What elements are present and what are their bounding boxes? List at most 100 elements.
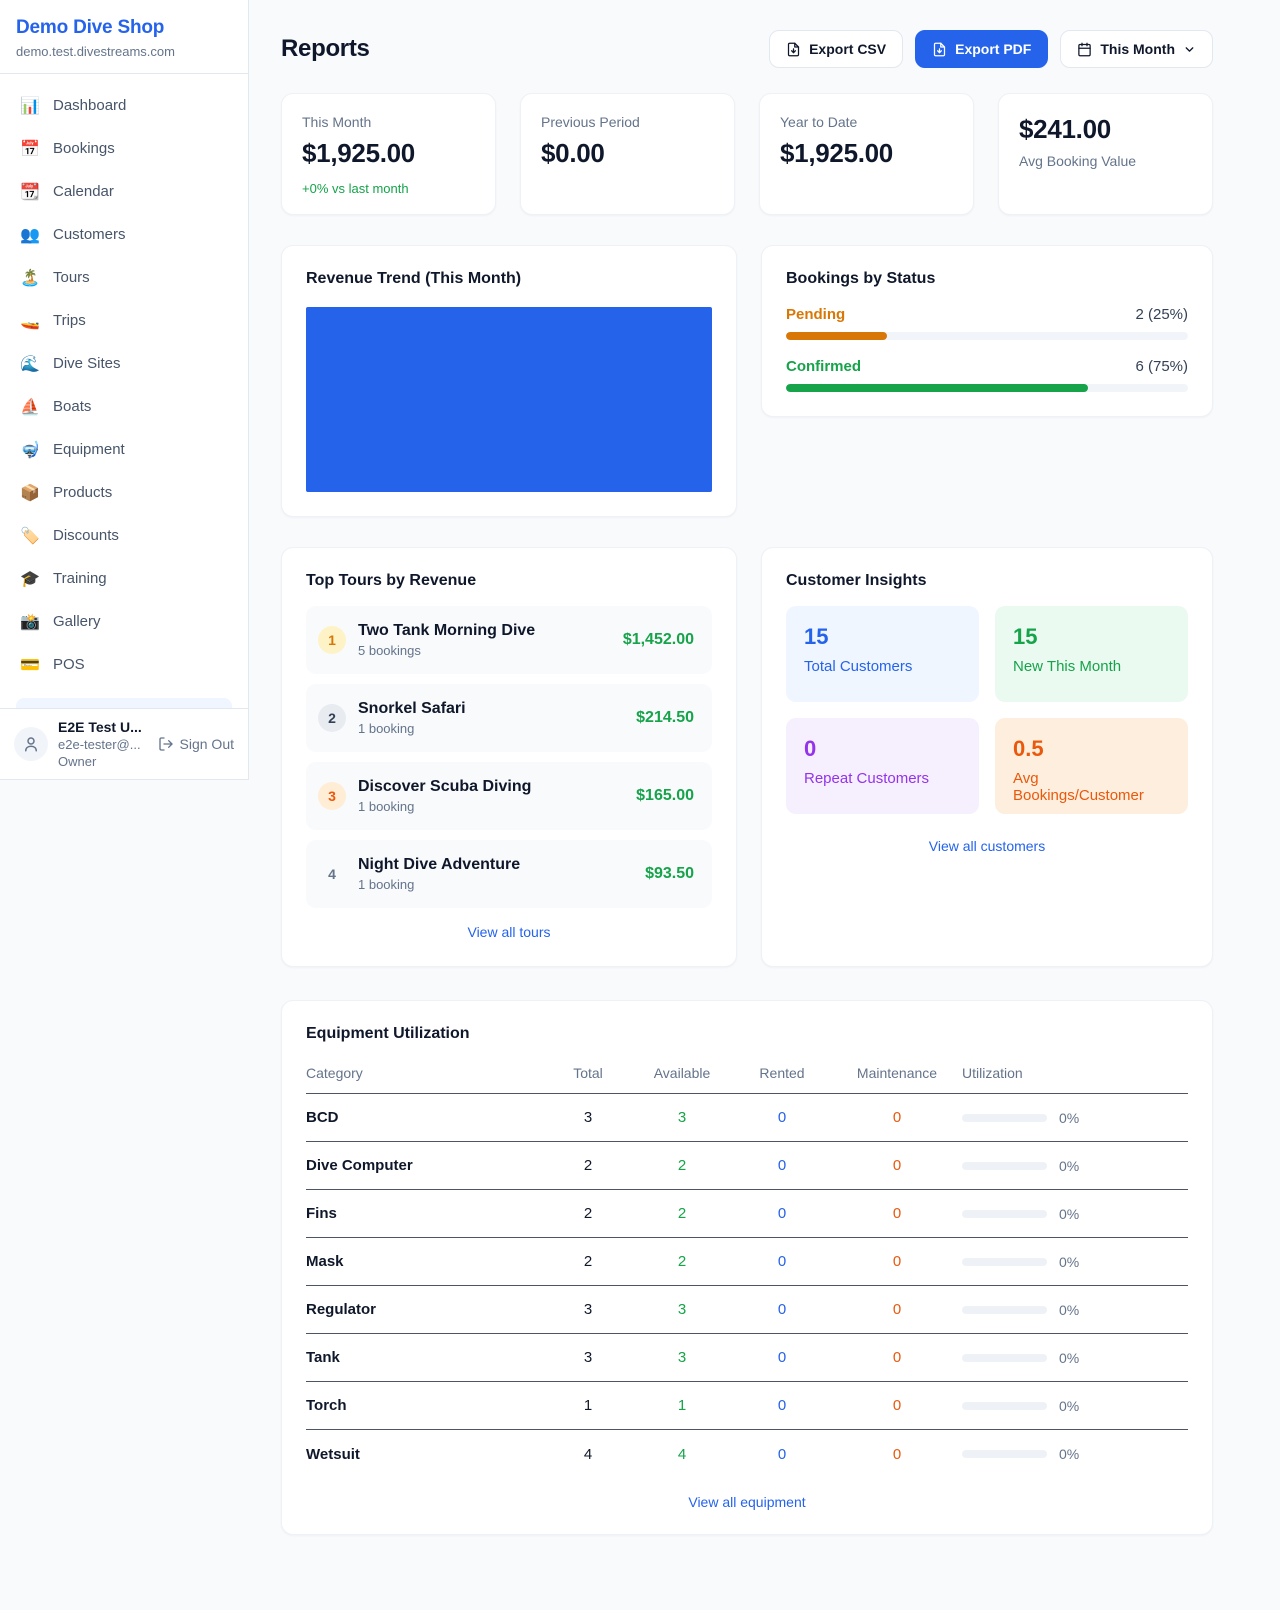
tile-label: Repeat Customers xyxy=(804,770,930,787)
chevron-down-icon xyxy=(1185,46,1194,52)
cell-maintenance: 0 xyxy=(892,1157,902,1174)
sidebar-item-boats[interactable]: ⛵ Boats xyxy=(8,385,240,428)
utilization-bar xyxy=(962,1161,1047,1170)
user-role: Owner xyxy=(58,754,97,769)
table-row: Tank 3 3 0 0 0% xyxy=(306,1334,1188,1382)
sidebar-item-reports-active[interactable] xyxy=(16,698,232,710)
export-pdf-label: Export PDF xyxy=(955,41,1032,57)
sidebar-item-training[interactable]: 🎓 Training xyxy=(8,557,240,600)
tile-label: New This Month xyxy=(1013,658,1122,675)
sidebar-item-bookings[interactable]: 📅 Bookings xyxy=(8,127,240,170)
calendar-icon xyxy=(1078,42,1092,56)
sidebar-item-label: Equipment xyxy=(53,441,125,458)
utilization-percent: 0% xyxy=(1059,1397,1080,1414)
rank-badge: 2 xyxy=(318,704,346,732)
tour-bookings: 1 booking xyxy=(358,877,415,892)
tile-value: 15 xyxy=(804,624,829,649)
export-pdf-button[interactable]: Export PDF xyxy=(915,30,1049,68)
sidebar-item-gallery[interactable]: 📸 Gallery xyxy=(8,600,240,643)
tour-row: 4 Night Dive Adventure 1 booking $93.50 xyxy=(306,840,712,908)
sidebar-item-products[interactable]: 📦 Products xyxy=(8,471,240,514)
cell-rented: 0 xyxy=(777,1349,787,1366)
sidebar-item-label: Trips xyxy=(53,312,86,329)
cell-maintenance: 0 xyxy=(892,1301,902,1318)
revenue-trend-title: Revenue Trend (This Month) xyxy=(306,270,522,287)
stat-year-to-date: Year to Date $1,925.00 xyxy=(759,93,974,215)
stat-cards: This Month $1,925.00 +0% vs last month P… xyxy=(281,93,1213,215)
utilization-percent: 0% xyxy=(1059,1349,1080,1366)
stat-label: Year to Date xyxy=(780,114,858,130)
tour-amount: $93.50 xyxy=(645,865,694,882)
tile-new-this-month: 15 New This Month xyxy=(995,606,1188,702)
tour-row: 1 Two Tank Morning Dive 5 bookings $1,45… xyxy=(306,606,712,674)
sign-out-button[interactable]: Sign Out xyxy=(158,736,234,752)
sidebar-item-label: Discounts xyxy=(53,527,119,544)
sidebar-item-label: Dive Sites xyxy=(53,355,121,372)
sidebar-item-trips[interactable]: 🚤 Trips xyxy=(8,299,240,342)
sidebar-item-equipment[interactable]: 🤿 Equipment xyxy=(8,428,240,471)
file-download-icon xyxy=(933,42,946,56)
table-row: Dive Computer 2 2 0 0 0% xyxy=(306,1142,1188,1190)
view-all-customers-link[interactable]: View all customers xyxy=(928,838,1046,854)
column-header: Rented xyxy=(759,1065,805,1081)
cell-available: 3 xyxy=(677,1109,687,1126)
page-title: Reports xyxy=(281,35,370,62)
table-row: Fins 2 2 0 0 0% xyxy=(306,1190,1188,1238)
utilization-percent: 0% xyxy=(1059,1301,1080,1318)
export-csv-button[interactable]: Export CSV xyxy=(769,30,904,68)
stat-previous-period: Previous Period $0.00 xyxy=(520,93,735,215)
stat-value: $0.00 xyxy=(541,138,605,168)
status-count: 2 (25%) xyxy=(1135,306,1188,323)
main-content: Reports Export CSV Export PDF This Month xyxy=(281,0,1213,1535)
cell-category: Tank xyxy=(306,1349,340,1366)
sidebar-item-dashboard[interactable]: 📊 Dashboard xyxy=(8,84,240,127)
cell-utilization: 0% xyxy=(962,1350,1188,1366)
sidebar-item-dive-sites[interactable]: 🌊 Dive Sites xyxy=(8,342,240,385)
sidebar-item-customers[interactable]: 👥 Customers xyxy=(8,213,240,256)
cell-total: 2 xyxy=(583,1157,593,1174)
cell-maintenance: 0 xyxy=(892,1349,902,1366)
status-row-pending: Pending 2 (25%) xyxy=(786,306,1188,340)
column-header: Available xyxy=(653,1065,711,1081)
cell-rented: 0 xyxy=(777,1205,787,1222)
equipment-utilization-title: Equipment Utilization xyxy=(306,1025,470,1042)
sidebar-item-label: Dashboard xyxy=(53,97,127,114)
period-dropdown[interactable]: This Month xyxy=(1060,30,1213,68)
sidebar-item-tours[interactable]: 🏝️ Tours xyxy=(8,256,240,299)
products-icon: 📦 xyxy=(20,484,40,502)
customer-insights-title: Customer Insights xyxy=(786,572,927,589)
sidebar-item-calendar[interactable]: 📆 Calendar xyxy=(8,170,240,213)
rank-badge: 1 xyxy=(318,626,346,654)
discounts-icon: 🏷️ xyxy=(20,527,40,545)
utilization-bar xyxy=(962,1113,1047,1122)
cell-rented: 0 xyxy=(777,1445,787,1463)
sidebar-item-discounts[interactable]: 🏷️ Discounts xyxy=(8,514,240,557)
view-all-equipment-link[interactable]: View all equipment xyxy=(688,1494,806,1510)
stat-label: Previous Period xyxy=(541,114,640,130)
cell-utilization: 0% xyxy=(962,1110,1188,1126)
tour-bookings: 5 bookings xyxy=(358,643,421,658)
charts-row: Revenue Trend (This Month) Bookings by S… xyxy=(281,245,1213,517)
utilization-percent: 0% xyxy=(1059,1109,1080,1126)
utilization-bar xyxy=(962,1305,1047,1314)
view-all-tours-link[interactable]: View all tours xyxy=(467,924,551,940)
stat-label: This Month xyxy=(302,114,372,130)
cell-available: 4 xyxy=(677,1445,687,1463)
page-header: Reports Export CSV Export PDF This Month xyxy=(281,30,1213,68)
sidebar-item-label: Products xyxy=(53,484,113,501)
stat-label: Avg Booking Value xyxy=(1019,153,1137,169)
stat-value: $1,925.00 xyxy=(302,138,415,168)
customers-icon: 👥 xyxy=(20,226,40,244)
sidebar-nav: 📊 Dashboard 📅 Bookings 📆 Calendar 👥 Cust… xyxy=(0,74,248,710)
top-tours-title: Top Tours by Revenue xyxy=(306,572,477,589)
table-row: Mask 2 2 0 0 0% xyxy=(306,1238,1188,1286)
stat-value: $1,925.00 xyxy=(780,138,893,168)
tour-amount: $165.00 xyxy=(636,787,694,804)
sidebar-item-pos[interactable]: 💳 POS xyxy=(8,643,240,686)
dashboard-icon: 📊 xyxy=(20,97,40,115)
cell-utilization: 0% xyxy=(962,1302,1188,1318)
tile-value: 15 xyxy=(1013,624,1038,649)
stat-change: +0% vs last month xyxy=(302,181,409,196)
stat-avg-booking-value: $241.00 Avg Booking Value xyxy=(998,93,1213,215)
